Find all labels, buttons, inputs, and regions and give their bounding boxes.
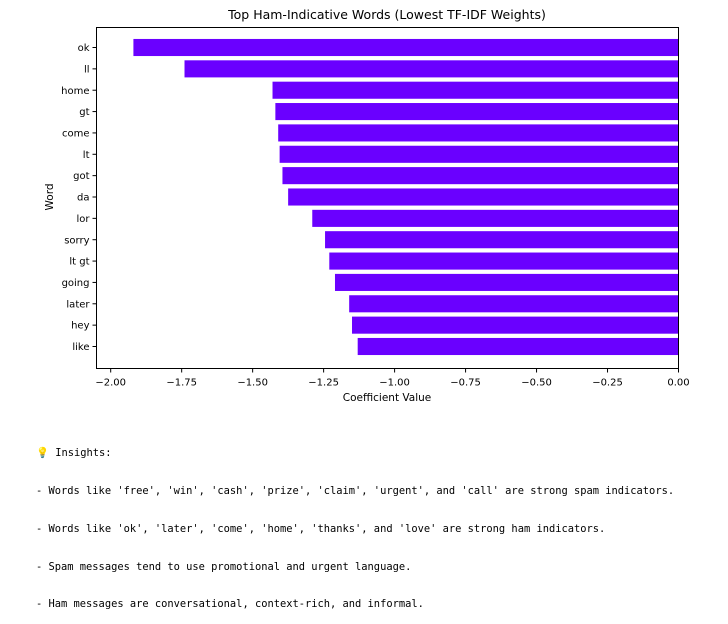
y-tick-label: da — [77, 193, 89, 204]
bar — [329, 252, 679, 270]
x-tick-label: 0.00 — [667, 378, 689, 389]
x-tick-label: −1.50 — [237, 378, 268, 389]
x-tick-label: −0.75 — [450, 378, 481, 389]
x-tick-label: −0.50 — [521, 378, 552, 389]
bar — [349, 295, 679, 313]
bar — [272, 81, 679, 99]
bar — [275, 103, 679, 121]
x-tick-label: −1.25 — [308, 378, 339, 389]
bar — [334, 273, 679, 291]
insight-line: - Ham messages are conversational, conte… — [36, 598, 424, 611]
y-tick-label: lt gt — [69, 257, 89, 268]
insights-heading: Insights: — [48, 447, 112, 460]
plot-frame — [96, 27, 679, 369]
x-tick-label: −2.00 — [95, 378, 126, 389]
chart-title: Top Ham-Indicative Words (Lowest TF-IDF … — [227, 7, 546, 22]
bar-chart: Top Ham-Indicative Words (Lowest TF-IDF … — [44, 7, 690, 404]
y-axis-label: Word — [44, 184, 56, 211]
insights-panel: 💡 Insights: - Words like 'free', 'win', … — [36, 422, 674, 624]
y-tick-label: hey — [71, 321, 89, 332]
y-tick-label: ll — [84, 64, 90, 75]
y-tick-label: sorry — [64, 235, 89, 246]
bar — [282, 167, 679, 185]
y-tick-label: home — [61, 86, 89, 97]
x-axis-ticks: −2.00 −1.75 −1.50 −1.25 −1.00 −0.75 −0.50 −0.25… — [95, 368, 690, 389]
y-axis-ticks: ok ll home gt come lt got da lor sorry lt gt going l… — [61, 43, 97, 353]
y-tick-label: like — [72, 342, 89, 353]
bar — [279, 145, 679, 163]
y-tick-label: going — [62, 278, 90, 289]
bar — [352, 316, 679, 334]
insight-line: - Words like 'ok', 'later', 'come', 'hom… — [36, 522, 606, 535]
x-axis-label: Coefficient Value — [343, 392, 431, 404]
lightbulb-icon: 💡 — [36, 447, 49, 460]
insight-line: - Spam messages tend to use promotional … — [36, 560, 412, 573]
y-tick-label: got — [73, 171, 89, 182]
y-tick-label: come — [62, 129, 90, 140]
y-tick-label: ok — [78, 43, 90, 54]
insight-line: - Words like 'free', 'win', 'cash', 'pri… — [36, 484, 675, 497]
insights-heading-line: 💡 Insights: — [36, 447, 674, 460]
bar — [278, 124, 679, 142]
x-tick-label: −1.75 — [166, 378, 197, 389]
bar — [357, 337, 679, 356]
bar — [184, 60, 679, 78]
x-tick-label: −1.00 — [379, 378, 410, 389]
bar — [133, 38, 679, 57]
bar — [312, 209, 679, 227]
x-tick-label: −0.25 — [592, 378, 623, 389]
bar — [288, 188, 679, 206]
y-tick-label: gt — [79, 107, 89, 118]
y-tick-label: lor — [76, 214, 90, 225]
bar-group — [133, 38, 679, 356]
y-tick-label: later — [66, 299, 90, 310]
bar — [325, 231, 679, 249]
y-tick-label: lt — [83, 150, 90, 161]
